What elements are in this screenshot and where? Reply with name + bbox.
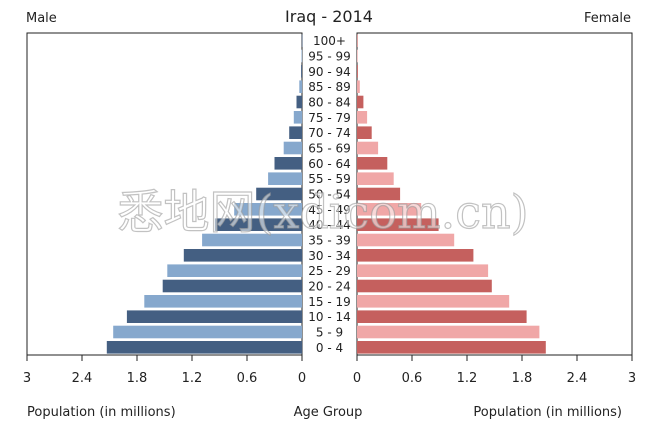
male-bar-45-49: [234, 203, 302, 216]
age-group-label: 90 - 94: [308, 65, 351, 79]
male-x-tick-label: 0: [298, 371, 306, 386]
female-bar-60-64: [357, 157, 388, 170]
male-bar-75-79: [293, 111, 303, 124]
female-bar-35-39: [357, 233, 455, 247]
chart-title: Iraq - 2014: [285, 7, 373, 26]
age-group-label: 35 - 39: [308, 234, 351, 248]
male-bar-60-64: [274, 157, 302, 170]
female-bar-85-89: [357, 80, 360, 93]
female-bar-5-9: [357, 325, 540, 339]
male-bar-80-84: [296, 95, 302, 109]
female-bar-90-94: [357, 65, 358, 78]
male-x-tick-label: 0.6: [237, 371, 258, 386]
age-group-label: 70 - 74: [308, 126, 351, 140]
axis-ticks-group: 3 2.4 1.8 1.2 0.6 0 0 0.6 1.2 1.8 2.4 3: [23, 355, 636, 386]
female-bar-65-69: [357, 141, 379, 155]
watermark: 悉地网(xdicom.cn): [117, 185, 528, 239]
female-bar-95-99: [357, 49, 358, 63]
male-bar-15-19: [144, 295, 302, 308]
male-bar-5-9: [113, 325, 302, 339]
age-group-label: 80 - 84: [308, 96, 351, 110]
female-bar-50-54: [357, 187, 401, 201]
female-x-tick-label: 1.8: [512, 371, 533, 386]
male-bar-100+: [301, 34, 303, 47]
female-bar-100+: [357, 34, 358, 47]
age-group-label: 85 - 89: [308, 80, 351, 94]
female-bar-15-19: [357, 295, 510, 308]
age-group-label: 75 - 79: [308, 111, 351, 125]
female-x-tick-label: 3: [628, 371, 636, 386]
female-x-tick-label: 1.2: [457, 371, 478, 386]
age-group-label: 15 - 19: [308, 295, 351, 309]
female-bar-10-14: [357, 310, 527, 323]
female-bar-55-59: [357, 172, 394, 185]
x-axis-label-center: Age Group: [294, 405, 363, 420]
male-bar-55-59: [268, 172, 302, 185]
female-bar-30-34: [357, 249, 474, 262]
female-bar-75-79: [357, 111, 368, 124]
age-group-label: 5 - 9: [316, 326, 343, 340]
female-x-tick-label: 2.4: [567, 371, 588, 386]
female-x-tick-label: 0: [353, 371, 361, 386]
male-bar-0-4: [106, 341, 303, 354]
male-x-tick-label: 1.2: [182, 371, 203, 386]
male-bar-40-44: [214, 218, 302, 231]
female-bar-20-24: [357, 279, 492, 293]
female-label: Female: [584, 11, 631, 26]
female-x-tick-label: 0.6: [402, 371, 423, 386]
male-bar-30-34: [183, 249, 303, 262]
male-bar-85-89: [299, 80, 303, 93]
female-bar-70-74: [357, 126, 372, 139]
male-bar-20-24: [162, 279, 302, 293]
male-bar-25-29: [167, 264, 303, 277]
female-bar-25-29: [357, 264, 489, 277]
age-group-label: 100+: [313, 34, 346, 48]
male-bar-70-74: [289, 126, 302, 139]
age-group-label: 30 - 34: [308, 249, 351, 263]
male-x-tick-label: 3: [23, 371, 31, 386]
age-group-label: 0 - 4: [316, 341, 343, 355]
male-bar-65-69: [283, 141, 302, 155]
male-bar-50-54: [256, 187, 302, 201]
age-group-label: 45 - 49: [308, 203, 351, 217]
age-group-label: 10 - 14: [308, 310, 351, 324]
age-group-label: 25 - 29: [308, 264, 351, 278]
female-bar-40-44: [357, 218, 439, 231]
male-label: Male: [26, 11, 57, 26]
age-group-label: 65 - 69: [308, 142, 351, 156]
age-group-label: 20 - 24: [308, 280, 351, 294]
female-bar-0-4: [357, 341, 546, 354]
age-group-label: 95 - 99: [308, 50, 351, 64]
age-group-label: 50 - 54: [308, 188, 351, 202]
male-bar-35-39: [202, 233, 302, 247]
age-group-label: 60 - 64: [308, 157, 351, 171]
male-bar-95-99: [301, 49, 303, 63]
male-x-tick-label: 2.4: [72, 371, 93, 386]
male-bar-90-94: [301, 65, 302, 78]
x-axis-label-left: Population (in millions): [27, 405, 176, 420]
x-axis-label-right: Population (in millions): [473, 405, 622, 420]
female-bar-80-84: [357, 95, 364, 109]
age-group-label: 40 - 44: [308, 218, 351, 232]
bars-group: [106, 34, 546, 354]
male-bar-10-14: [126, 310, 303, 323]
female-bar-45-49: [357, 203, 422, 216]
age-group-label: 55 - 59: [308, 172, 351, 186]
male-x-tick-label: 1.8: [127, 371, 148, 386]
